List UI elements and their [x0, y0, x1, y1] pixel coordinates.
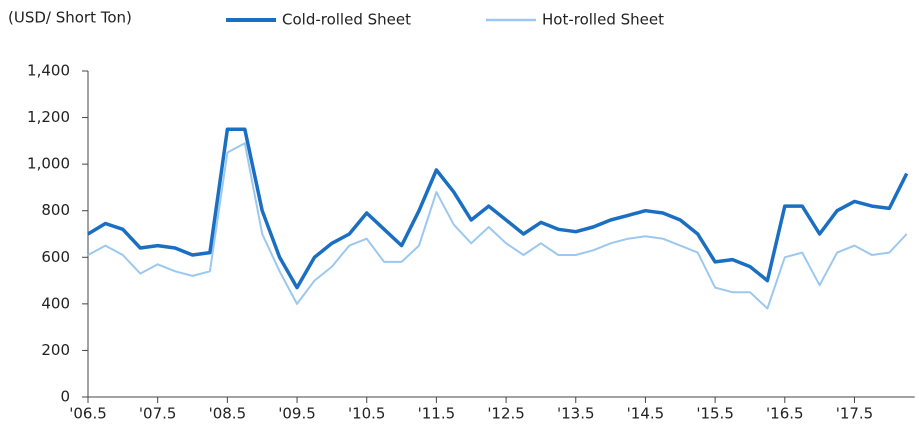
y-tick-label: 1,400 [27, 62, 70, 80]
legend-label: Hot-rolled Sheet [542, 11, 664, 29]
y-tick-label: 1,200 [27, 108, 70, 126]
x-tick-label: '07.5 [139, 405, 177, 423]
y-tick-label: 1,000 [27, 155, 70, 173]
x-tick-label: '16.5 [766, 405, 804, 423]
y-tick-label: 0 [60, 388, 70, 406]
x-tick-label: '14.5 [627, 405, 665, 423]
x-tick-label: '09.5 [278, 405, 316, 423]
y-tick-label: 800 [41, 201, 70, 219]
x-tick-label: '12.5 [487, 405, 525, 423]
x-tick-label: '17.5 [836, 405, 874, 423]
x-tick-label: '13.5 [557, 405, 595, 423]
y-tick-label: 600 [41, 248, 70, 266]
legend-label: Cold-rolled Sheet [282, 11, 411, 29]
x-tick-label: '08.5 [209, 405, 247, 423]
y-tick-label: 200 [41, 341, 70, 359]
x-tick-label: '11.5 [418, 405, 456, 423]
y-axis-label: (USD/ Short Ton) [8, 9, 132, 27]
x-tick-label: '06.5 [69, 405, 107, 423]
data-line [87, 142, 908, 310]
x-tick-label: '15.5 [696, 405, 734, 423]
x-tick-label: '10.5 [348, 405, 386, 423]
y-tick-label: 400 [41, 294, 70, 312]
data-line [87, 127, 909, 290]
